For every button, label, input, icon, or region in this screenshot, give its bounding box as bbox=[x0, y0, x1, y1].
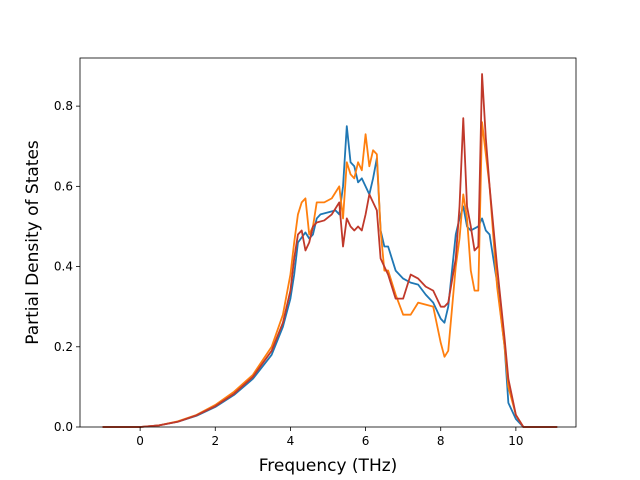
y-tick-label: 0.0 bbox=[54, 420, 73, 434]
x-tick-label: 10 bbox=[508, 434, 523, 448]
x-tick-label: 6 bbox=[362, 434, 370, 448]
x-tick-label: 2 bbox=[211, 434, 219, 448]
x-tick-label: 4 bbox=[287, 434, 295, 448]
series-layer bbox=[103, 74, 558, 427]
series-line-3 bbox=[103, 74, 558, 427]
x-tick-label: 8 bbox=[437, 434, 445, 448]
x-axis-label: Frequency (THz) bbox=[259, 456, 398, 476]
y-tick-label: 0.2 bbox=[54, 340, 73, 354]
plot-frame bbox=[80, 58, 576, 427]
y-tick-label: 0.8 bbox=[54, 99, 73, 113]
y-tick-label: 0.6 bbox=[54, 179, 73, 193]
x-tick-label: 0 bbox=[136, 434, 144, 448]
y-axis-label: Partial Density of States bbox=[23, 140, 43, 345]
y-tick-label: 0.4 bbox=[54, 260, 73, 274]
